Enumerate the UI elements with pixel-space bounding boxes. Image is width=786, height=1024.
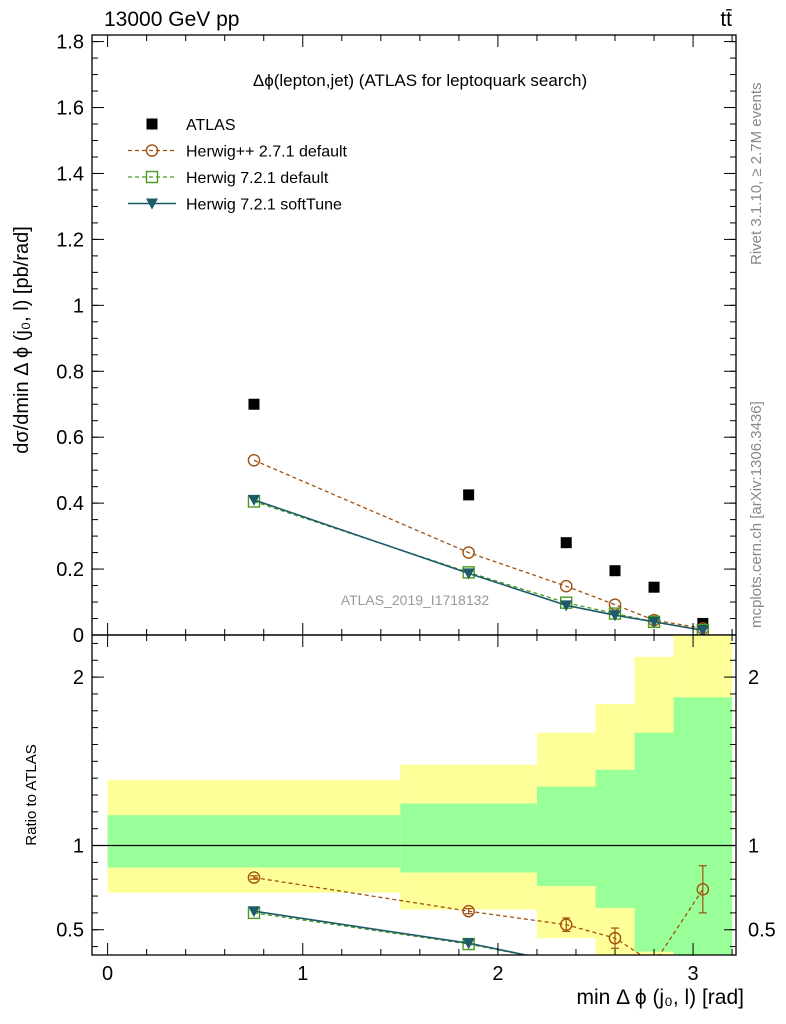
main-point-herwigpp_271-2: [559, 579, 573, 593]
main-point-herwig_721_soft-4: [648, 616, 661, 628]
main-y-tick-label: 1.4: [56, 163, 84, 185]
main-y-tick-label: 1.2: [56, 229, 84, 251]
main-y-tick-label: 1: [73, 295, 84, 317]
main-y-tick-label: 0: [73, 625, 84, 647]
ratio-y-tick-label-left: 0.5: [56, 920, 84, 942]
ratio-y-tick-label-left: 2: [73, 667, 84, 689]
ratio-y-tick-label-right: 1: [748, 836, 759, 858]
ratio-x-tick-label: 0: [102, 963, 113, 985]
main-marks: [247, 398, 710, 635]
ratio-y-tick-label-left: 1: [73, 836, 84, 858]
main-point-data-1: [463, 489, 475, 501]
ratio-point-herwig_721_soft-4: [648, 958, 660, 969]
x-axis-label: min Δ ϕ (j₀, l) [rad]: [576, 986, 744, 1009]
main-y-tick-label: 0.4: [56, 493, 84, 515]
main-point-herwig_721_soft-3: [609, 610, 622, 622]
ratio-point-herwig_721-4: [649, 958, 660, 969]
main-axis-ticks: 0 0.2 0.4 0.6 0.8 1 1.2 1.4 1.6 1.8: [56, 32, 736, 647]
ratio-axis-ticks: 0.5 0.5 1 1 2 2 0 1 2 3: [56, 635, 776, 985]
ratio-y-axis-label: Ratio to ATLAS: [23, 744, 40, 845]
main-line-herwig_721: [253, 500, 703, 631]
main-title: Δϕ(lepton,jet) (ATLAS for leptoquark sea…: [253, 71, 587, 90]
legend-marker-herwig_721_soft: [146, 198, 158, 210]
ratio-x-tick-label: 2: [492, 963, 503, 985]
main-line-herwig_721_soft: [253, 499, 703, 632]
ratio-x-tick-label: 1: [297, 963, 308, 985]
ratio-band-inner-2: [536, 786, 596, 886]
ratio-point-herwig_721-3: [610, 958, 621, 969]
ratio-point-herwigpp_271-5: [696, 883, 710, 896]
mcplots-label: mcplots.cern.ch [arXiv:1306.3436]: [748, 401, 765, 628]
ratio-band-inner-4: [634, 732, 674, 952]
ratio-point-herwigpp_271-3: [608, 931, 622, 945]
ratio-point-herwig_721_soft-1: [462, 938, 475, 950]
legend: ATLAS Herwig++ 2.7.1 default Herwig 7.2.1 …: [128, 117, 348, 214]
ratio-band-inner-5: [673, 697, 733, 955]
main-point-data-4: [648, 581, 660, 593]
ratio-point-herwig_721_soft-0: [247, 906, 260, 918]
main-point-data-0: [248, 398, 260, 410]
legend-label-herwig_721_soft: Herwig 7.2.1 softTune: [186, 197, 342, 214]
ratio-point-herwigpp_271-0: [247, 871, 261, 884]
ratio-band-inner-1: [400, 803, 537, 873]
main-point-herwig_721_soft-5: [696, 625, 709, 635]
main-point-herwig_721_soft-2: [560, 600, 573, 612]
ratio-point-herwigpp_271-4: [648, 958, 659, 969]
ratio-point-herwig_721_soft-3: [609, 958, 621, 969]
legend-marker-herwig_721: [145, 170, 159, 184]
ratio-point-herwigpp_271-2: [559, 918, 573, 931]
main-point-data-3: [609, 565, 621, 577]
ratio-panel: 0.5 0.5 1 1 2 2 0 1 2 3 Ratio to ATLAS min Δ ϕ (j…: [23, 634, 776, 1009]
legend-label-herwigpp_271: Herwig++ 2.7.1 default: [186, 144, 348, 161]
main-y-tick-label: 1.6: [56, 98, 84, 120]
ratio-band-inner-3: [595, 769, 635, 908]
main-point-herwig_721_soft-1: [462, 568, 475, 580]
ratio-marks: [247, 865, 710, 969]
ratio-bands: [92, 635, 736, 955]
main-point-herwigpp_271-0: [247, 453, 261, 467]
main-panel: 0 0.2 0.4 0.6 0.8 1 1.2 1.4 1.6 1.8 Δϕ(lepton,jet…: [11, 32, 737, 647]
main-y-tick-label: 0.8: [56, 361, 84, 383]
ratio-x-tick-label: 3: [688, 963, 699, 985]
analysis-watermark: ATLAS_2019_I1718132: [341, 592, 490, 608]
legend-marker-herwigpp_271: [145, 144, 159, 157]
ratio-point-herwig_721-2: [561, 958, 572, 969]
legend-label-herwig_721: Herwig 7.2.1 default: [186, 170, 329, 187]
legend-marker-data: [146, 118, 158, 130]
ratio-band-inner-0: [107, 815, 401, 868]
main-y-tick-label: 0.6: [56, 427, 84, 449]
ratio-y-tick-label-right: 0.5: [748, 920, 776, 942]
main-y-tick-label: 1.8: [56, 32, 84, 54]
legend-label-data: ATLAS: [186, 117, 236, 134]
ratio-point-herwig_721_soft-2: [560, 958, 572, 969]
ratio-line-herwig_721_soft: [253, 910, 530, 955]
main-point-herwigpp_271-1: [462, 546, 475, 559]
ratio-point-herwig_721-5: [697, 958, 708, 969]
ratio-point-herwigpp_271-1: [462, 904, 475, 918]
main-point-herwig_721_soft-0: [247, 494, 260, 506]
rivet-version-label: Rivet 3.1.10, ≥ 2.7M events: [748, 83, 765, 266]
main-y-tick-label: 0.2: [56, 559, 84, 581]
ratio-line-herwigpp_271: [253, 876, 704, 955]
ratio-y-tick-label-right: 2: [748, 667, 759, 689]
energy-label: 13000 GeV pp: [104, 8, 239, 31]
main-point-data-2: [560, 537, 572, 549]
main-y-axis-label: dσ/dmin Δ ϕ (j₀, l) [pb/rad]: [11, 226, 33, 454]
process-label: tt̄: [720, 8, 732, 31]
